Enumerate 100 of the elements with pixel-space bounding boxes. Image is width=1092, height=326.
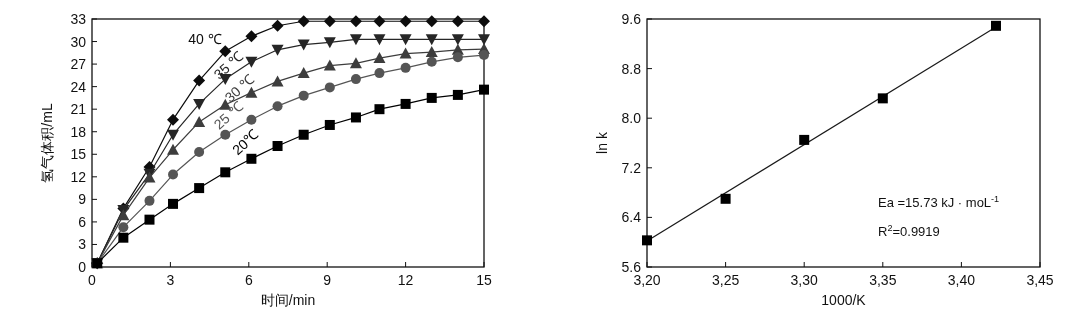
y-tick-label: 21	[70, 101, 87, 118]
y-tick-label: 8.8	[621, 60, 642, 77]
point	[478, 15, 490, 28]
point	[324, 119, 335, 130]
y-tick-label: 8.0	[621, 110, 642, 127]
x-tick-label: 3,45	[1026, 272, 1054, 288]
x-tick-label: 15	[476, 272, 492, 288]
x-tick-label: 3	[166, 272, 175, 288]
series-label: 40 ℃	[188, 30, 222, 47]
annotation: Ea =15.73 kJ · moL$^{-1}$	[878, 194, 1000, 210]
y-tick-label: 15	[70, 146, 87, 163]
point	[799, 134, 810, 145]
point	[323, 37, 336, 49]
y-tick-label: 5.6	[621, 259, 642, 275]
point	[452, 89, 463, 100]
point	[425, 15, 438, 28]
point	[271, 44, 284, 56]
point	[271, 75, 284, 87]
point	[220, 129, 231, 140]
point	[194, 183, 205, 194]
y-tick-label: 0	[78, 259, 87, 275]
point	[877, 93, 888, 104]
point	[373, 34, 386, 46]
point	[193, 74, 206, 87]
point	[245, 86, 258, 98]
point	[246, 114, 257, 125]
point	[479, 84, 489, 95]
point	[167, 113, 180, 126]
point	[425, 34, 438, 46]
point	[373, 15, 386, 28]
point	[272, 141, 283, 152]
x-axis-title: 1000/K	[821, 292, 867, 308]
x-tick-label: 6	[244, 272, 253, 288]
point	[193, 98, 206, 110]
point	[425, 46, 438, 58]
point	[272, 101, 283, 112]
point	[451, 34, 464, 46]
point	[297, 67, 310, 79]
point	[298, 90, 309, 101]
point	[144, 195, 155, 206]
y-tick-label: 7.2	[621, 159, 642, 176]
point	[324, 82, 335, 93]
point	[193, 115, 206, 127]
point	[990, 20, 1001, 31]
point	[167, 143, 180, 155]
x-tick-label: 12	[397, 272, 414, 288]
point	[117, 209, 130, 221]
y-tick-label: 9.6	[621, 11, 642, 27]
point	[426, 92, 437, 103]
point	[400, 98, 411, 109]
point	[399, 15, 412, 28]
point	[399, 34, 412, 46]
point	[118, 232, 129, 243]
y-tick-label: 6.4	[621, 209, 642, 226]
point	[373, 52, 386, 64]
y-tick-label: 3	[78, 236, 87, 253]
y-tick-label: 30	[70, 33, 87, 50]
point	[399, 47, 412, 59]
point	[168, 198, 179, 209]
point	[374, 68, 385, 79]
point	[349, 15, 362, 28]
point	[349, 57, 362, 69]
point	[400, 62, 411, 73]
y-tick-label: 27	[70, 56, 87, 73]
point	[298, 129, 309, 140]
point	[323, 59, 336, 71]
y-tick-label: 18	[70, 123, 87, 140]
point	[245, 56, 258, 68]
point	[350, 112, 361, 123]
point	[194, 147, 205, 158]
y-tick-label: 33	[70, 11, 87, 27]
point	[271, 19, 284, 32]
point	[297, 15, 310, 28]
point	[118, 222, 129, 233]
point	[452, 52, 463, 63]
x-tick-label: 3,30	[790, 272, 819, 288]
x-tick-label: 3,20	[633, 272, 661, 288]
annotation: R$^{2}$=0.9919	[878, 223, 940, 239]
point	[144, 214, 155, 225]
point	[642, 235, 652, 246]
point	[426, 56, 437, 67]
point	[479, 50, 489, 61]
x-tick-label: 0	[88, 272, 97, 288]
y-axis-title: ln k	[594, 131, 610, 154]
y-tick-label: 12	[70, 168, 87, 185]
point	[245, 30, 258, 43]
point	[220, 167, 231, 178]
point	[167, 129, 180, 141]
x-tick-label: 3,25	[711, 272, 740, 288]
x-tick-label: 3,40	[947, 272, 976, 288]
point	[297, 39, 310, 51]
x-tick-label: 3,35	[869, 272, 897, 288]
y-tick-label: 9	[78, 191, 87, 208]
point	[374, 104, 385, 115]
x-axis-title: 时间/min	[260, 292, 316, 308]
point	[323, 15, 336, 28]
point	[168, 169, 179, 180]
point	[350, 74, 361, 85]
point	[451, 15, 464, 28]
point	[720, 193, 731, 204]
